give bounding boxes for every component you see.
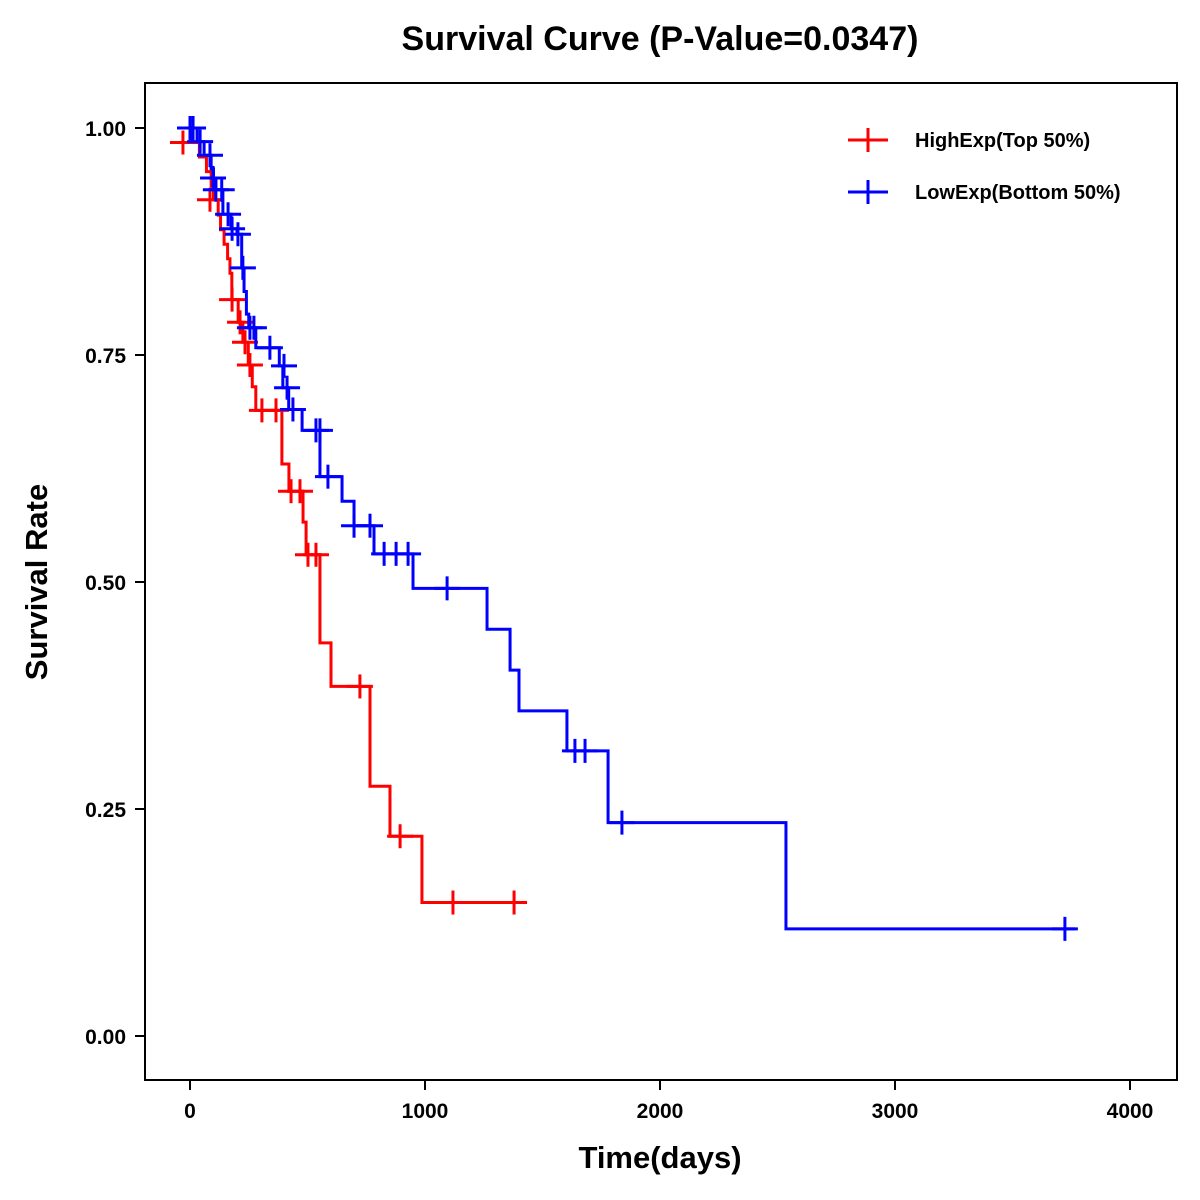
censor-mark-high [387, 824, 414, 849]
censor-mark-high [236, 352, 263, 377]
curve-high [190, 126, 524, 905]
censor-mark-high [231, 330, 258, 355]
x-tick-label: 1000 [402, 1100, 449, 1123]
y-tick-label: 0.00 [85, 1026, 126, 1049]
x-tick-label: 3000 [872, 1100, 919, 1123]
x-tick-label: 2000 [637, 1100, 684, 1123]
censor-mark-low [219, 216, 246, 241]
y-axis-label: Survival Rate [19, 484, 54, 680]
x-tick-label: 4000 [1107, 1100, 1154, 1123]
censor-mark-low [196, 143, 223, 168]
censor-mark-low [357, 513, 384, 538]
censor-mark-low [256, 335, 283, 360]
censor-mark-low [240, 315, 267, 340]
y-tick-label: 1.00 [85, 118, 126, 141]
censor-mark-low [274, 375, 301, 400]
censor-mark-low [187, 129, 214, 154]
x-axis-label: Time(days) [578, 1140, 741, 1175]
censor-mark-low [395, 541, 422, 566]
censor-mark-low [279, 397, 306, 422]
censor-mark-low [306, 418, 333, 443]
censor-mark-low [1051, 916, 1078, 941]
chart-title: Survival Curve (P-Value=0.0347) [402, 20, 919, 58]
y-tick-label: 0.25 [85, 799, 126, 822]
censor-mark-low [224, 222, 251, 247]
censor-mark-low [180, 116, 207, 140]
y-tick-label: 0.75 [85, 345, 126, 368]
curve-low [190, 126, 1076, 931]
censor-mark-low [208, 177, 235, 202]
censor-mark-high [346, 674, 373, 699]
x-tick-label: 0 [184, 1100, 196, 1123]
censor-mark-high [302, 542, 329, 567]
censor-mark-low [572, 738, 599, 763]
censor-mark-low [215, 202, 242, 227]
legend-low-label: LowExp(Bottom 50%) [915, 182, 1121, 204]
legend-high-label: HighExp(Top 50%) [915, 130, 1090, 152]
censor-mark-low [271, 353, 297, 378]
censor-mark-low [434, 576, 461, 601]
censor-mark-high [219, 287, 246, 312]
censor-mark-high [286, 479, 313, 504]
censor-mark-low [314, 464, 341, 489]
censor-mark-high [439, 890, 466, 915]
y-tick-label: 0.50 [85, 572, 126, 595]
censor-mark-high [501, 890, 528, 915]
legend: HighExp(Top 50%) LowExp(Bottom 50%) [848, 128, 1121, 204]
plot-frame [144, 82, 1178, 1081]
censor-mark-low [229, 255, 256, 280]
censor-mark-low [608, 810, 635, 835]
censor-mark-high [196, 187, 223, 212]
